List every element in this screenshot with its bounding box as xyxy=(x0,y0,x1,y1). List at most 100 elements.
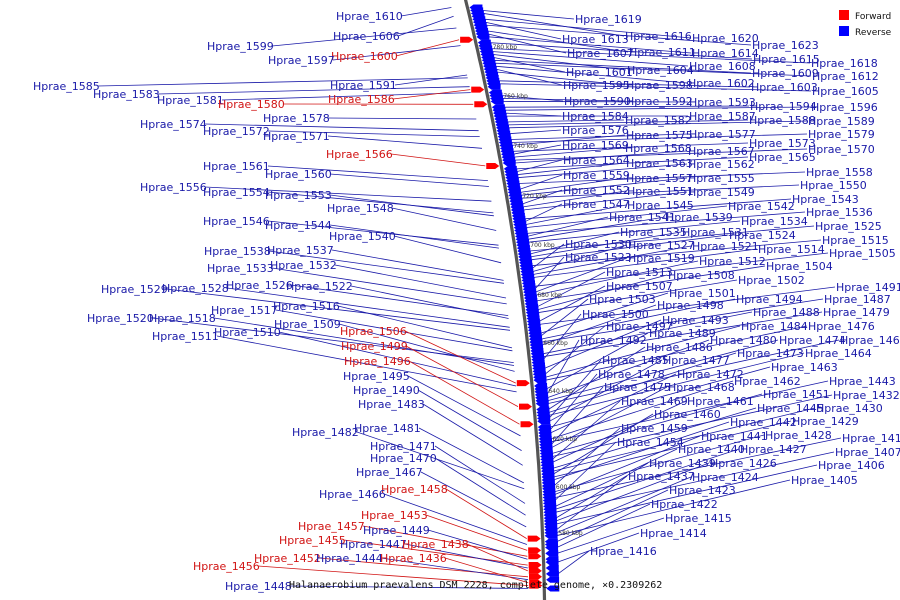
gene-label[interactable]: Hprae_1473 xyxy=(737,347,804,360)
gene-label[interactable]: Hprae_1501 xyxy=(669,287,736,300)
gene-label[interactable]: Hprae_1558 xyxy=(806,166,873,179)
gene-label[interactable]: Hprae_1542 xyxy=(728,200,795,213)
gene-label[interactable]: Hprae_1612 xyxy=(812,70,879,83)
gene-label[interactable]: Hprae_1447 xyxy=(340,538,407,551)
gene-label[interactable]: Hprae_1564 xyxy=(563,154,630,167)
gene-label[interactable]: Hprae_1504 xyxy=(766,260,833,273)
gene-label[interactable]: Hprae_1468 xyxy=(668,381,735,394)
gene-label[interactable]: Hprae_1455 xyxy=(279,534,346,547)
gene-label[interactable]: Hprae_1552 xyxy=(563,184,630,197)
gene-label[interactable]: Hprae_1469 xyxy=(621,395,688,408)
gene-label[interactable]: Hprae_1576 xyxy=(562,124,629,137)
gene-label[interactable]: Hprae_1544 xyxy=(265,219,332,232)
gene-label[interactable]: Hprae_1493 xyxy=(662,314,729,327)
gene-label[interactable]: Hprae_1498 xyxy=(657,299,724,312)
gene-label[interactable]: Hprae_1486 xyxy=(646,341,713,354)
gene-label[interactable]: Hprae_1603 xyxy=(751,81,818,94)
gene-label[interactable]: Hprae_1518 xyxy=(149,312,216,325)
gene-label[interactable]: Hprae_1521 xyxy=(692,240,759,253)
gene-label[interactable]: Hprae_1604 xyxy=(627,64,694,77)
gene-label[interactable]: Hprae_1458 xyxy=(381,483,448,496)
gene-label[interactable]: Hprae_1574 xyxy=(140,118,207,131)
gene-label[interactable]: Hprae_1461 xyxy=(687,395,754,408)
gene-label[interactable]: Hprae_1499 xyxy=(341,340,408,353)
gene-label[interactable]: Hprae_1448 xyxy=(225,580,292,593)
gene-label[interactable]: Hprae_1483 xyxy=(358,398,425,411)
gene-label[interactable]: Hprae_1602 xyxy=(688,77,755,90)
gene-label[interactable]: Hprae_1529 xyxy=(101,283,168,296)
gene-label[interactable]: Hprae_1511 xyxy=(152,330,219,343)
gene-label[interactable]: Hprae_1516 xyxy=(273,300,340,313)
gene-label[interactable]: Hprae_1596 xyxy=(811,101,878,114)
gene-label[interactable]: Hprae_1555 xyxy=(688,172,755,185)
gene-label[interactable]: Hprae_1557 xyxy=(626,172,693,185)
gene-label[interactable]: Hprae_1587 xyxy=(689,110,756,123)
gene-label[interactable]: Hprae_1538 xyxy=(204,245,271,258)
gene-label[interactable]: Hprae_1582 xyxy=(625,114,692,127)
gene-label[interactable]: Hprae_1540 xyxy=(329,230,396,243)
gene-label[interactable]: Hprae_1480 xyxy=(710,334,777,347)
gene-label[interactable]: Hprae_1509 xyxy=(274,318,341,331)
gene-label[interactable]: Hprae_1530 xyxy=(565,238,632,251)
gene-label[interactable]: Hprae_1512 xyxy=(699,255,766,268)
gene-label[interactable]: Hprae_1519 xyxy=(628,252,695,265)
gene-label[interactable]: Hprae_1465 xyxy=(840,334,900,347)
gene-label[interactable]: Hprae_1437 xyxy=(628,470,695,483)
gene-label[interactable]: Hprae_1535 xyxy=(620,226,687,239)
gene-label[interactable]: Hprae_1426 xyxy=(710,457,777,470)
gene-label[interactable]: Hprae_1590 xyxy=(564,95,631,108)
gene-label[interactable]: Hprae_1440 xyxy=(678,443,745,456)
gene-label[interactable]: Hprae_1578 xyxy=(263,112,330,125)
gene-label[interactable]: Hprae_1601 xyxy=(566,66,633,79)
gene-label[interactable]: Hprae_1489 xyxy=(649,327,716,340)
gene-label[interactable]: Hprae_1610 xyxy=(336,10,403,23)
gene-label[interactable]: Hprae_1406 xyxy=(818,459,885,472)
gene-label[interactable]: Hprae_1613 xyxy=(562,33,629,46)
gene-label[interactable]: Hprae_1452 xyxy=(254,552,321,565)
gene-label[interactable]: Hprae_1536 xyxy=(806,206,873,219)
gene-label[interactable]: Hprae_1543 xyxy=(792,193,859,206)
gene-label[interactable]: Hprae_1508 xyxy=(668,269,735,282)
gene-label[interactable]: Hprae_1502 xyxy=(738,274,805,287)
gene-label[interactable]: Hprae_1430 xyxy=(816,402,883,415)
gene-label[interactable]: Hprae_1539 xyxy=(666,211,733,224)
gene-label[interactable]: Hprae_1559 xyxy=(563,169,630,182)
gene-label[interactable]: Hprae_1449 xyxy=(363,524,430,537)
gene-label[interactable]: Hprae_1561 xyxy=(203,160,270,173)
gene-label[interactable]: Hprae_1598 xyxy=(626,79,693,92)
gene-label[interactable]: Hprae_1547 xyxy=(563,198,630,211)
gene-label[interactable]: Hprae_1471 xyxy=(370,440,437,453)
gene-label[interactable]: Hprae_1580 xyxy=(218,98,285,111)
gene-label[interactable]: Hprae_1577 xyxy=(689,128,756,141)
gene-label[interactable]: Hprae_1605 xyxy=(812,85,879,98)
gene-label[interactable]: Hprae_1600 xyxy=(331,50,398,63)
gene-label[interactable]: Hprae_1554 xyxy=(203,186,270,199)
gene-label[interactable]: Hprae_1453 xyxy=(361,509,428,522)
gene-label[interactable]: Hprae_1476 xyxy=(808,320,875,333)
gene-label[interactable]: Hprae_1570 xyxy=(808,143,875,156)
gene-label[interactable]: Hprae_1569 xyxy=(562,139,629,152)
gene-label[interactable]: Hprae_1475 xyxy=(604,381,671,394)
gene-label[interactable]: Hprae_1551 xyxy=(627,185,694,198)
gene-label[interactable]: Hprae_1416 xyxy=(590,545,657,558)
gene-label[interactable]: Hprae_1531 xyxy=(682,226,749,239)
gene-label[interactable]: Hprae_1526 xyxy=(226,279,293,292)
gene-label[interactable]: Hprae_1533 xyxy=(207,262,274,275)
gene-label[interactable]: Hprae_1517 xyxy=(211,304,278,317)
gene-label[interactable]: Hprae_1588 xyxy=(749,114,816,127)
gene-label[interactable]: Hprae_1460 xyxy=(654,408,721,421)
gene-label[interactable]: Hprae_1597 xyxy=(268,54,335,67)
gene-label[interactable]: Hprae_1442 xyxy=(730,416,797,429)
gene-label[interactable]: Hprae_1443 xyxy=(829,375,896,388)
gene-label[interactable]: Hprae_1482 xyxy=(292,426,359,439)
gene-label[interactable]: Hprae_1474 xyxy=(779,334,846,347)
gene-label[interactable]: Hprae_1614 xyxy=(692,47,759,60)
gene-label[interactable]: Hprae_1619 xyxy=(575,13,642,26)
gene-label[interactable]: Hprae_1541 xyxy=(609,211,676,224)
gene-label[interactable]: Hprae_1615 xyxy=(753,53,820,66)
gene-label[interactable]: Hprae_1537 xyxy=(267,244,334,257)
gene-label[interactable]: Hprae_1444 xyxy=(316,552,383,565)
gene-label[interactable]: Hprae_1496 xyxy=(344,355,411,368)
gene-label[interactable]: Hprae_1522 xyxy=(286,280,353,293)
gene-label[interactable]: Hprae_1428 xyxy=(765,429,832,442)
